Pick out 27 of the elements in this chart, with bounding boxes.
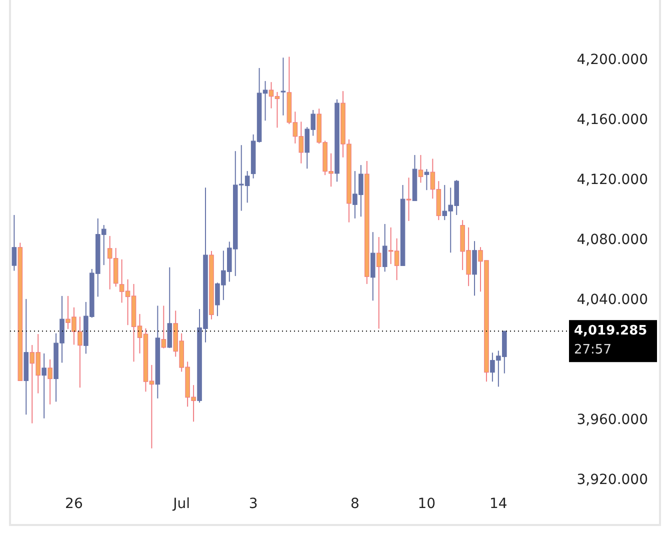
candlestick: [12, 214, 17, 272]
candlestick: [48, 358, 52, 405]
x-tick-label: 8: [350, 496, 360, 512]
x-tick-label: 14: [490, 496, 508, 512]
candlestick: [42, 352, 46, 419]
candlestick: [382, 223, 388, 272]
candlestick: [472, 240, 477, 296]
x-tick-label: Jul: [172, 496, 190, 512]
candlestick: [167, 266, 172, 349]
candlestick: [280, 57, 286, 116]
y-tick-label: 4,160.000: [576, 112, 648, 128]
y-tick-label: 4,040.000: [576, 292, 648, 308]
x-tick-label: 26: [65, 496, 83, 512]
x-tick-label: 10: [418, 496, 436, 512]
candlestick: [418, 154, 424, 184]
candlestick: [424, 168, 430, 191]
y-tick-label: 4,080.000: [576, 232, 648, 248]
candlestick: [376, 236, 382, 330]
candlestick: [406, 177, 412, 222]
text: 27:57: [574, 342, 612, 358]
y-tick-label: 3,960.000: [576, 412, 648, 428]
y-tick-label: 4,120.000: [576, 172, 648, 188]
candlestick: [161, 305, 166, 349]
ref-line-label: 4,019.285: [574, 324, 648, 339]
y-tick-label: 4,200.000: [576, 52, 648, 68]
y-tick-label: 3,920.000: [576, 472, 648, 488]
x-tick-label: 3: [248, 496, 258, 512]
